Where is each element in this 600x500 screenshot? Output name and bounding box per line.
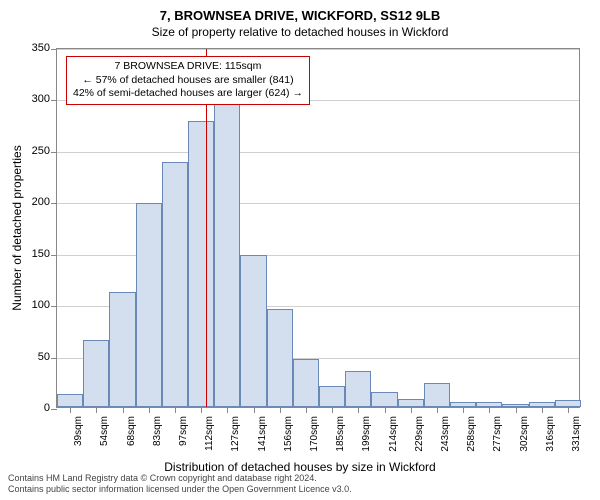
x-tick-label: 141sqm [257,416,268,452]
x-tick [568,407,569,413]
y-axis-title: Number of detached properties [10,145,24,310]
y-tick [51,152,57,153]
histogram-bar [57,394,83,407]
annotation-line1: 7 BROWNSEA DRIVE: 115sqm [73,60,303,74]
x-tick [96,407,97,413]
histogram-bar [136,203,162,407]
histogram-bar [371,392,397,407]
x-tick-label: 258sqm [466,416,477,452]
x-tick-label: 97sqm [178,416,189,446]
histogram-bar [188,121,214,407]
histogram-bar [240,255,266,407]
x-tick-label: 185sqm [335,416,346,452]
histogram-bar [345,371,371,407]
y-tick [51,203,57,204]
x-tick-label: 316sqm [545,416,556,452]
histogram-bar [83,340,109,407]
footer-line-1: Contains HM Land Registry data © Crown c… [8,473,352,485]
x-tick-label: 243sqm [440,416,451,452]
x-tick-label: 214sqm [388,416,399,452]
histogram-bar [319,386,345,407]
x-tick [227,407,228,413]
x-tick-label: 83sqm [152,416,163,446]
y-tick [51,49,57,50]
x-tick-label: 331sqm [571,416,582,452]
x-tick-label: 156sqm [283,416,294,452]
chart-subtitle: Size of property relative to detached ho… [0,23,600,39]
y-tick-label: 150 [0,248,50,260]
y-tick-label: 250 [0,145,50,157]
histogram-bar [424,383,450,407]
x-tick-label: 112sqm [204,416,215,451]
annotation-line2: ← 57% of detached houses are smaller (84… [73,74,303,88]
x-tick-label: 229sqm [414,416,425,452]
x-tick [489,407,490,413]
x-tick-label: 127sqm [230,416,241,452]
gridline [57,152,579,153]
x-tick [385,407,386,413]
histogram-bar [214,90,240,407]
x-tick-label: 199sqm [361,416,372,452]
x-tick [201,407,202,413]
x-tick [280,407,281,413]
histogram-bar [162,162,188,407]
x-tick [70,407,71,413]
chart-title: 7, BROWNSEA DRIVE, WICKFORD, SS12 9LB [0,0,600,23]
x-tick-label: 170sqm [309,416,320,452]
x-tick [306,407,307,413]
y-tick-label: 100 [0,299,50,311]
y-tick-label: 300 [0,93,50,105]
x-tick-label: 68sqm [126,416,137,446]
y-tick-label: 350 [0,42,50,54]
chart-container: 7, BROWNSEA DRIVE, WICKFORD, SS12 9LB Si… [0,0,600,500]
histogram-bar [398,399,424,407]
histogram-bar [267,309,293,407]
y-tick-label: 0 [0,402,50,414]
x-tick-label: 54sqm [99,416,110,446]
histogram-bar [293,359,319,407]
y-tick [51,255,57,256]
x-tick [358,407,359,413]
y-tick [51,306,57,307]
y-tick [51,409,57,410]
footer-line-2: Contains public sector information licen… [8,484,352,496]
y-tick [51,358,57,359]
annotation-line3: 42% of semi-detached houses are larger (… [73,87,303,101]
y-tick-label: 50 [0,351,50,363]
gridline [57,49,579,50]
y-tick [51,100,57,101]
y-tick-label: 200 [0,196,50,208]
x-tick-label: 39sqm [73,416,84,446]
histogram-bar [555,400,581,407]
x-tick [332,407,333,413]
footer-text: Contains HM Land Registry data © Crown c… [8,473,352,496]
histogram-bar [109,292,135,407]
x-tick-label: 302sqm [519,416,530,452]
x-tick [437,407,438,413]
annotation-box: 7 BROWNSEA DRIVE: 115sqm← 57% of detache… [66,56,310,105]
x-tick [463,407,464,413]
x-tick [516,407,517,413]
x-tick-label: 277sqm [492,416,503,452]
x-tick [175,407,176,413]
x-tick [542,407,543,413]
x-tick [254,407,255,413]
x-tick [123,407,124,413]
x-tick [149,407,150,413]
x-tick [411,407,412,413]
